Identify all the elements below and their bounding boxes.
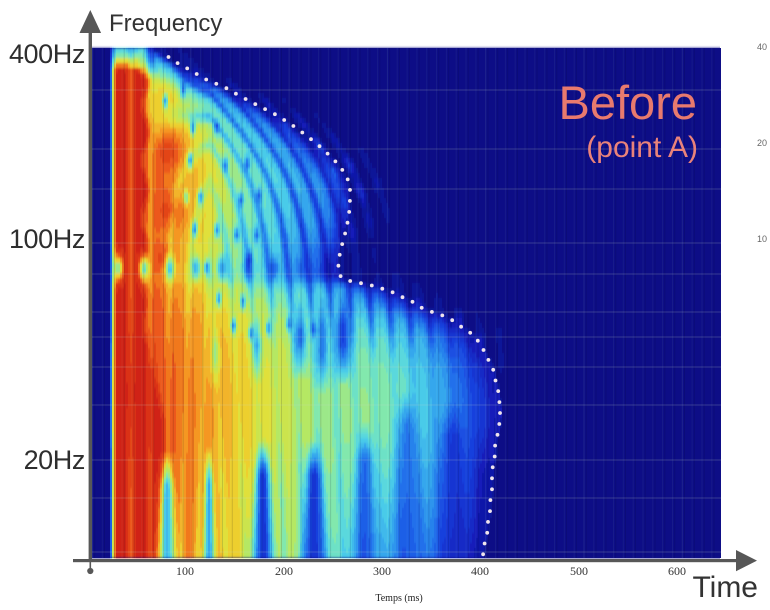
svg-text:10: 10 (757, 234, 767, 244)
svg-text:600: 600 (668, 564, 686, 578)
svg-text:Temps (ms): Temps (ms) (375, 593, 422, 604)
svg-text:20Hz: 20Hz (24, 445, 85, 475)
svg-text:300: 300 (373, 564, 391, 578)
svg-text:500: 500 (570, 564, 588, 578)
svg-text:400: 400 (471, 564, 489, 578)
svg-text:40: 40 (757, 42, 767, 52)
svg-text:400Hz: 400Hz (9, 39, 85, 69)
svg-text:100Hz: 100Hz (9, 224, 85, 254)
svg-text:(point A): (point A) (586, 131, 698, 164)
svg-text:20: 20 (757, 138, 767, 148)
svg-text:100: 100 (176, 564, 194, 578)
svg-text:Before: Before (559, 76, 697, 129)
svg-text:Time: Time (692, 571, 758, 604)
svg-text:Frequency: Frequency (109, 10, 222, 37)
svg-text:200: 200 (275, 564, 293, 578)
